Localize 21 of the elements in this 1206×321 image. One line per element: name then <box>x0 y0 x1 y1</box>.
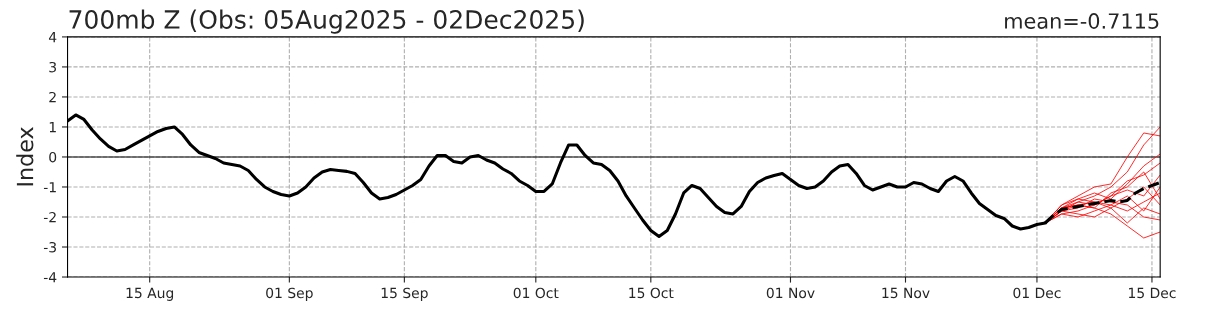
x-tick-label: 15 Oct <box>629 287 674 299</box>
y-tick-label: -3 <box>43 241 57 253</box>
y-tick-label: -2 <box>43 211 56 223</box>
x-tick-label: 15 Dec <box>1129 287 1176 299</box>
chart-title: 700mb Z (Obs: 05Aug2025 - 02Dec2025) <box>69 9 584 34</box>
x-tick-label: 15 Nov <box>882 287 930 299</box>
x-tick-label: 15 Aug <box>126 287 174 301</box>
y-tick-label: 3 <box>49 61 57 73</box>
y-axis-title: Index <box>16 127 34 186</box>
x-tick-label: 01 Dec <box>1013 287 1061 299</box>
x-tick-label: 01 Sep <box>266 287 313 301</box>
y-tick-label: -4 <box>43 272 57 283</box>
x-tick-label: 01 Nov <box>766 287 815 299</box>
y-tick-label: 4 <box>48 32 57 43</box>
x-tick-label: 15 Sep <box>381 287 428 301</box>
text: mean=-0.7115 <box>1005 13 1159 29</box>
y-tick-label: -1 <box>43 182 56 193</box>
y-tick-label: 2 <box>49 91 56 103</box>
y-tick-label: 1 <box>49 122 56 133</box>
y-tick-label: 0 <box>49 151 57 163</box>
x-tick-label: 01 Oct <box>513 287 559 299</box>
